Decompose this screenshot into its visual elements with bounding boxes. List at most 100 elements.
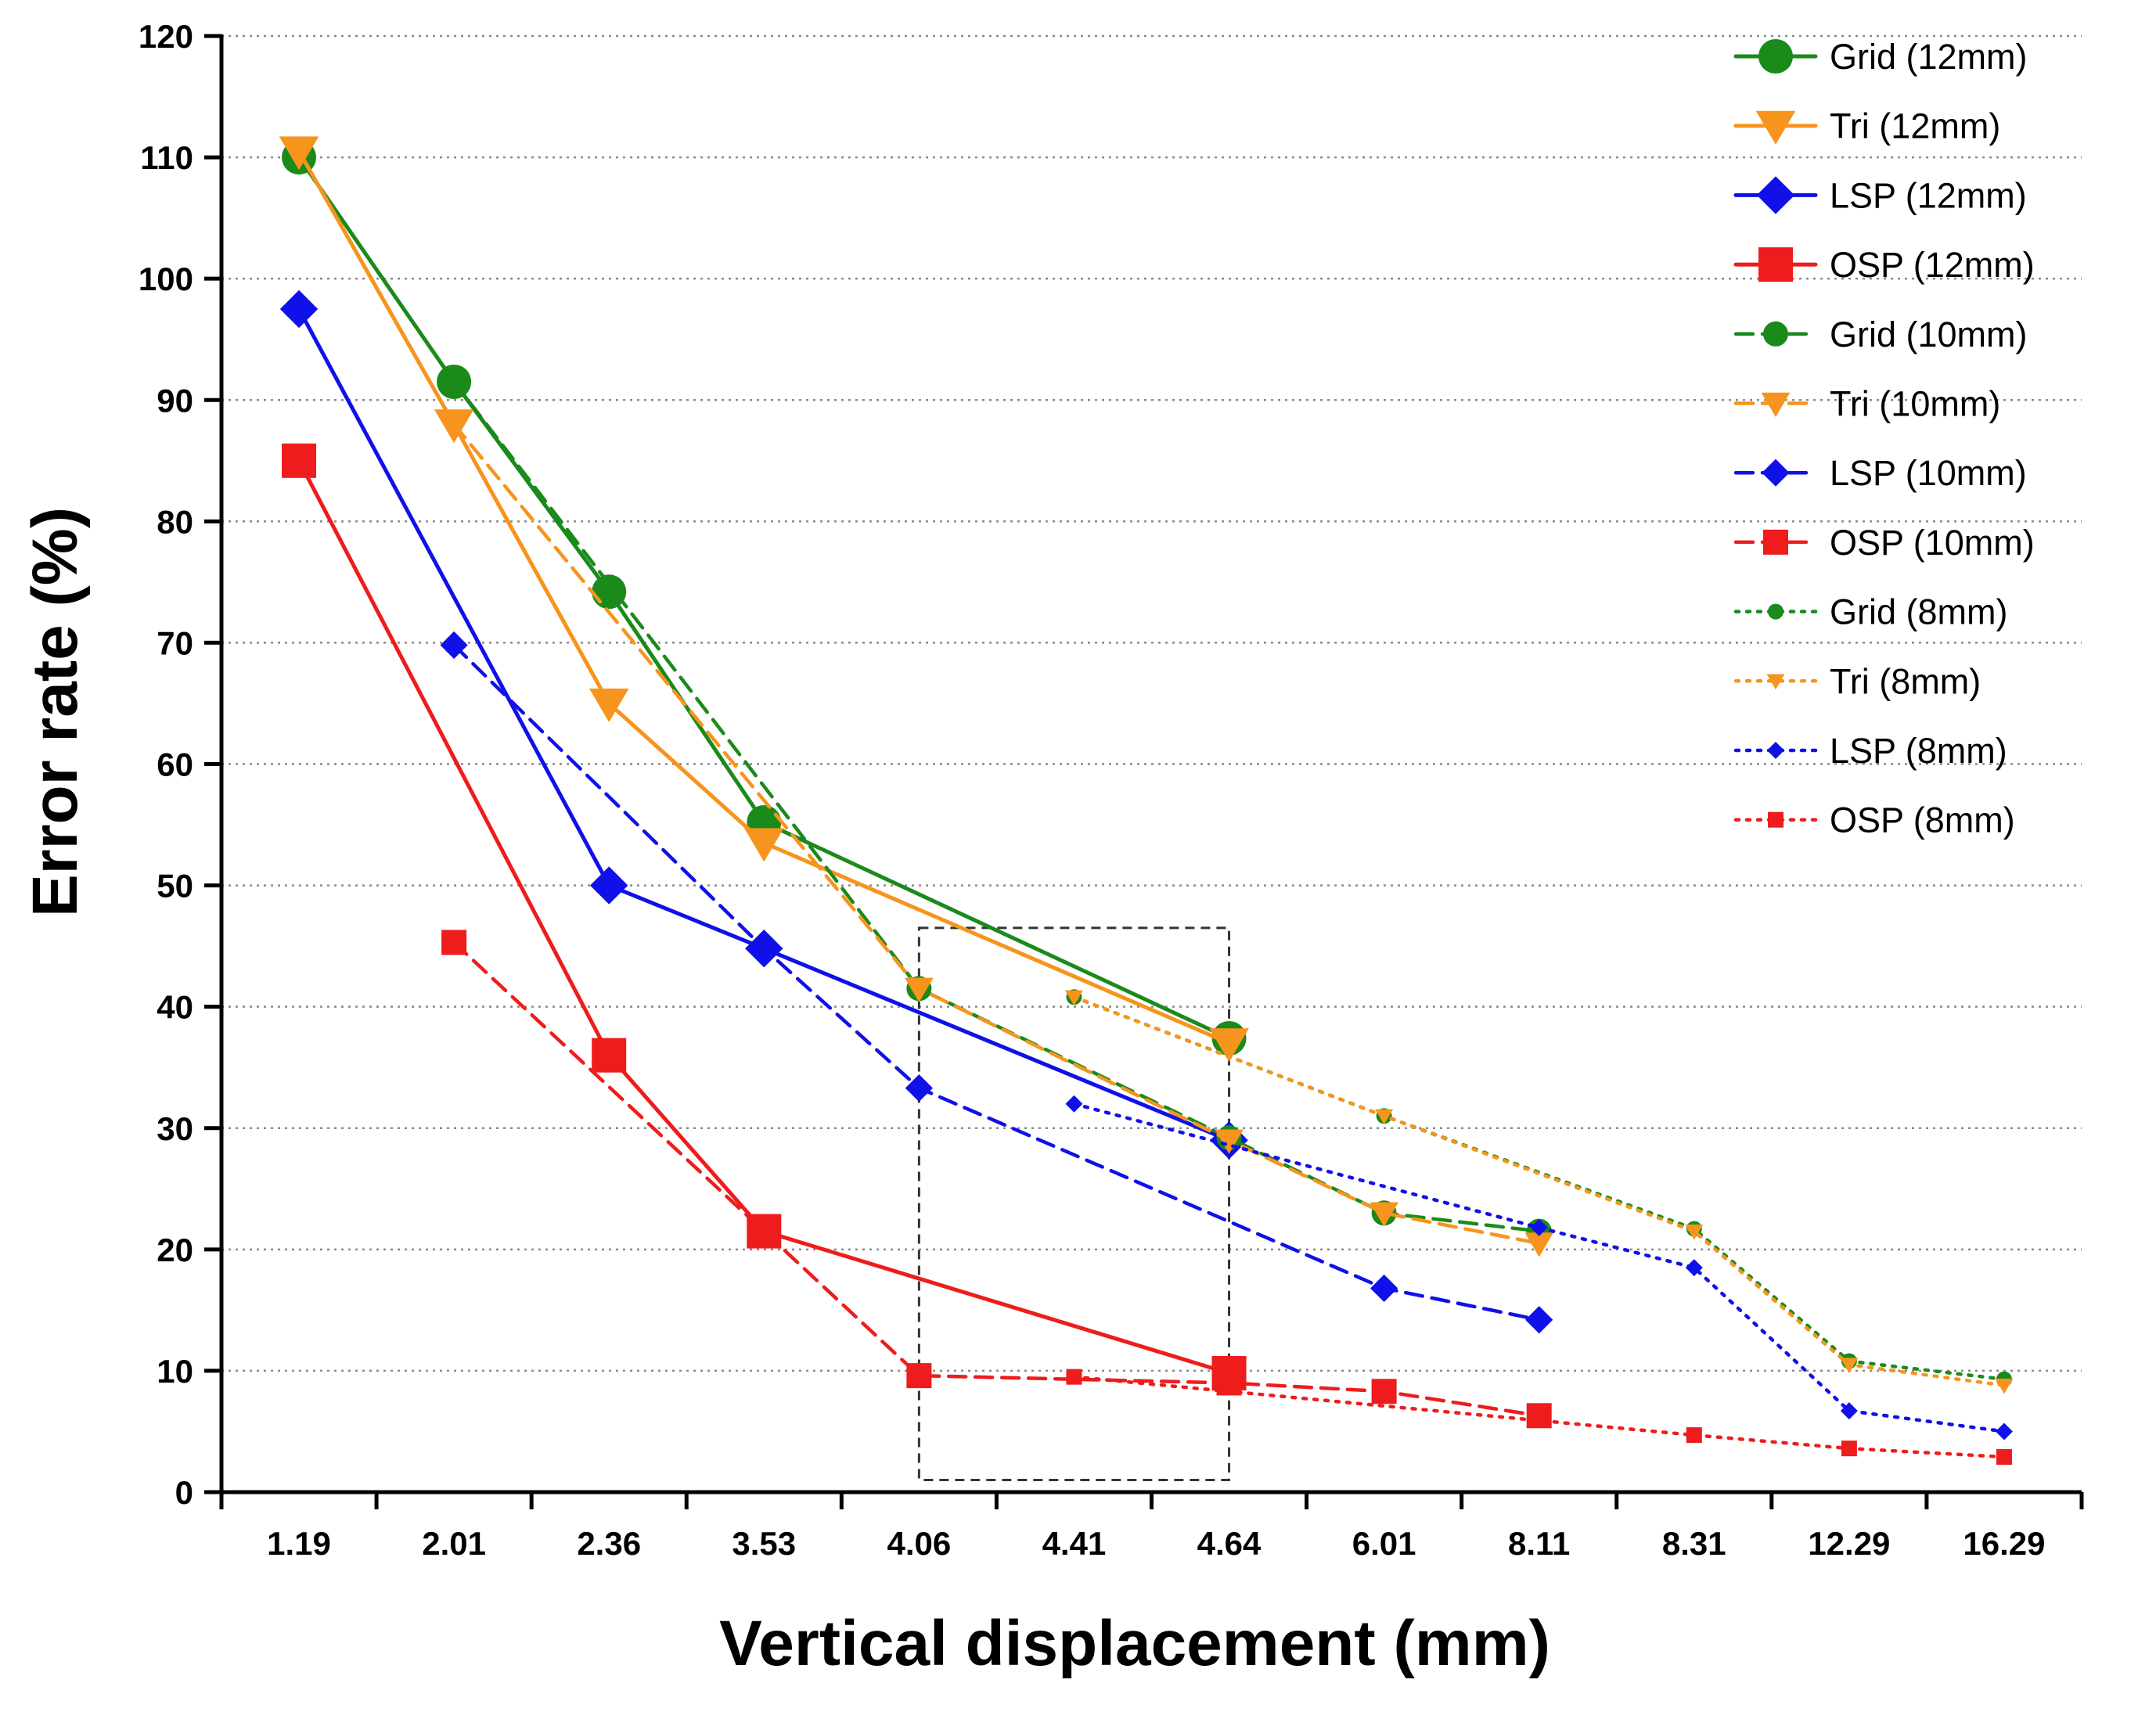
series-line [1072,1102,2007,1433]
series-9 [1064,990,2014,1394]
legend-label: LSP (10mm) [1830,453,2027,493]
x-tick-label: 16.29 [1963,1525,2045,1562]
y-tick-label: 90 [157,382,193,419]
legend-marker [1762,459,1790,487]
data-point [441,369,467,394]
data-point [1066,1369,1082,1385]
legend-label: Tri (10mm) [1830,384,2000,424]
x-tick-label: 8.31 [1662,1525,1726,1562]
data-point [1685,1224,1704,1240]
data-point [279,136,319,171]
legend-label: LSP (8mm) [1830,731,2007,771]
data-point [1209,1028,1249,1063]
gridlines [221,34,2082,1372]
data-point [1370,1202,1399,1227]
x-tick-label: 4.06 [887,1525,952,1562]
legend-marker [1763,321,1788,347]
data-point [906,1363,932,1389]
series-0 [282,140,1247,1056]
series-line [297,149,1232,1045]
legend-item-10: LSP (8mm) [1733,731,2007,771]
legend-marker [1758,247,1793,282]
y-tick-label: 120 [139,18,193,55]
series-line [1072,1375,2007,1459]
legend-label: OSP (12mm) [1830,245,2035,285]
y-tick-label: 10 [157,1353,193,1390]
data-point [279,290,319,329]
y-tick-label: 100 [139,261,193,297]
series-1 [279,136,1249,1063]
data-point [588,688,629,722]
x-tick-label: 12.29 [1808,1525,1890,1562]
legend-marker [1768,603,1783,620]
data-point [1524,1232,1554,1257]
data-point [1526,1403,1552,1429]
x-tick-label: 8.11 [1508,1525,1570,1562]
data-point [1995,1378,2014,1394]
legend-label: LSP (12mm) [1830,175,2027,215]
data-point [1064,990,1083,1006]
legend-item-2: LSP (12mm) [1733,175,2027,215]
series-6 [440,631,1553,1334]
data-point [1840,1358,1859,1374]
legend-item-0: Grid (12mm) [1733,37,2028,77]
x-tick-label: 4.41 [1042,1525,1107,1562]
data-point [743,828,784,862]
data-point [1685,1259,1703,1277]
y-tick-label: 40 [157,989,193,1026]
legend-marker [1755,110,1796,145]
legend-item-6: LSP (10mm) [1733,453,2027,493]
series-11 [1066,1369,2012,1466]
series-line [297,307,1232,1142]
data-point [1215,1129,1244,1154]
y-axis-title: Error rate (%) [20,507,91,917]
y-tick-label: 0 [175,1474,193,1511]
highlight-box-layer [917,926,1231,1481]
legend-label: Grid (8mm) [1830,592,2007,632]
data-point [905,1074,933,1102]
data-point [592,574,627,610]
data-point [282,443,317,478]
data-point [1371,1379,1397,1404]
legend-item-8: Grid (8mm) [1733,592,2007,632]
legend-marker [1761,392,1791,417]
legend-label: OSP (8mm) [1830,800,2015,840]
data-point [1375,1109,1394,1125]
data-point [1841,1440,1857,1457]
data-point [1525,1306,1553,1334]
data-point [439,413,469,438]
series-line [297,459,1232,1376]
data-point [1065,1095,1083,1113]
y-tick-label: 110 [140,139,193,176]
y-tick-label: 60 [157,746,193,783]
data-point [590,866,628,905]
data-point [751,1218,777,1244]
legend-label: Tri (8mm) [1830,661,1981,701]
x-tick-label: 4.64 [1197,1525,1262,1562]
legend-item-7: OSP (10mm) [1733,523,2035,563]
y-tick-label: 20 [157,1232,193,1268]
data-point [1370,1274,1398,1303]
y-tick-label: 30 [157,1110,193,1147]
y-tick-label: 50 [157,868,193,905]
data-point [1530,1218,1548,1236]
series-line [1072,995,2007,1387]
data-point [904,977,934,1002]
data-point [441,930,467,955]
data-point [1686,1427,1702,1444]
legend-label: Grid (10mm) [1830,315,2028,354]
y-tick-label: 80 [157,503,193,540]
x-tick-label: 1.19 [267,1525,331,1562]
x-tick-label: 2.36 [577,1525,641,1562]
legend-marker [1763,529,1788,555]
legend-item-4: Grid (10mm) [1733,315,2028,354]
series-2 [279,290,1248,1160]
legend-label: Grid (12mm) [1830,37,2028,77]
data-point [1996,1449,2012,1466]
x-tick-label: 3.53 [732,1525,796,1562]
series-layer [279,136,2014,1466]
series-line [452,941,1541,1418]
legend-item-1: Tri (12mm) [1733,106,2000,146]
legend-marker [1768,811,1783,828]
